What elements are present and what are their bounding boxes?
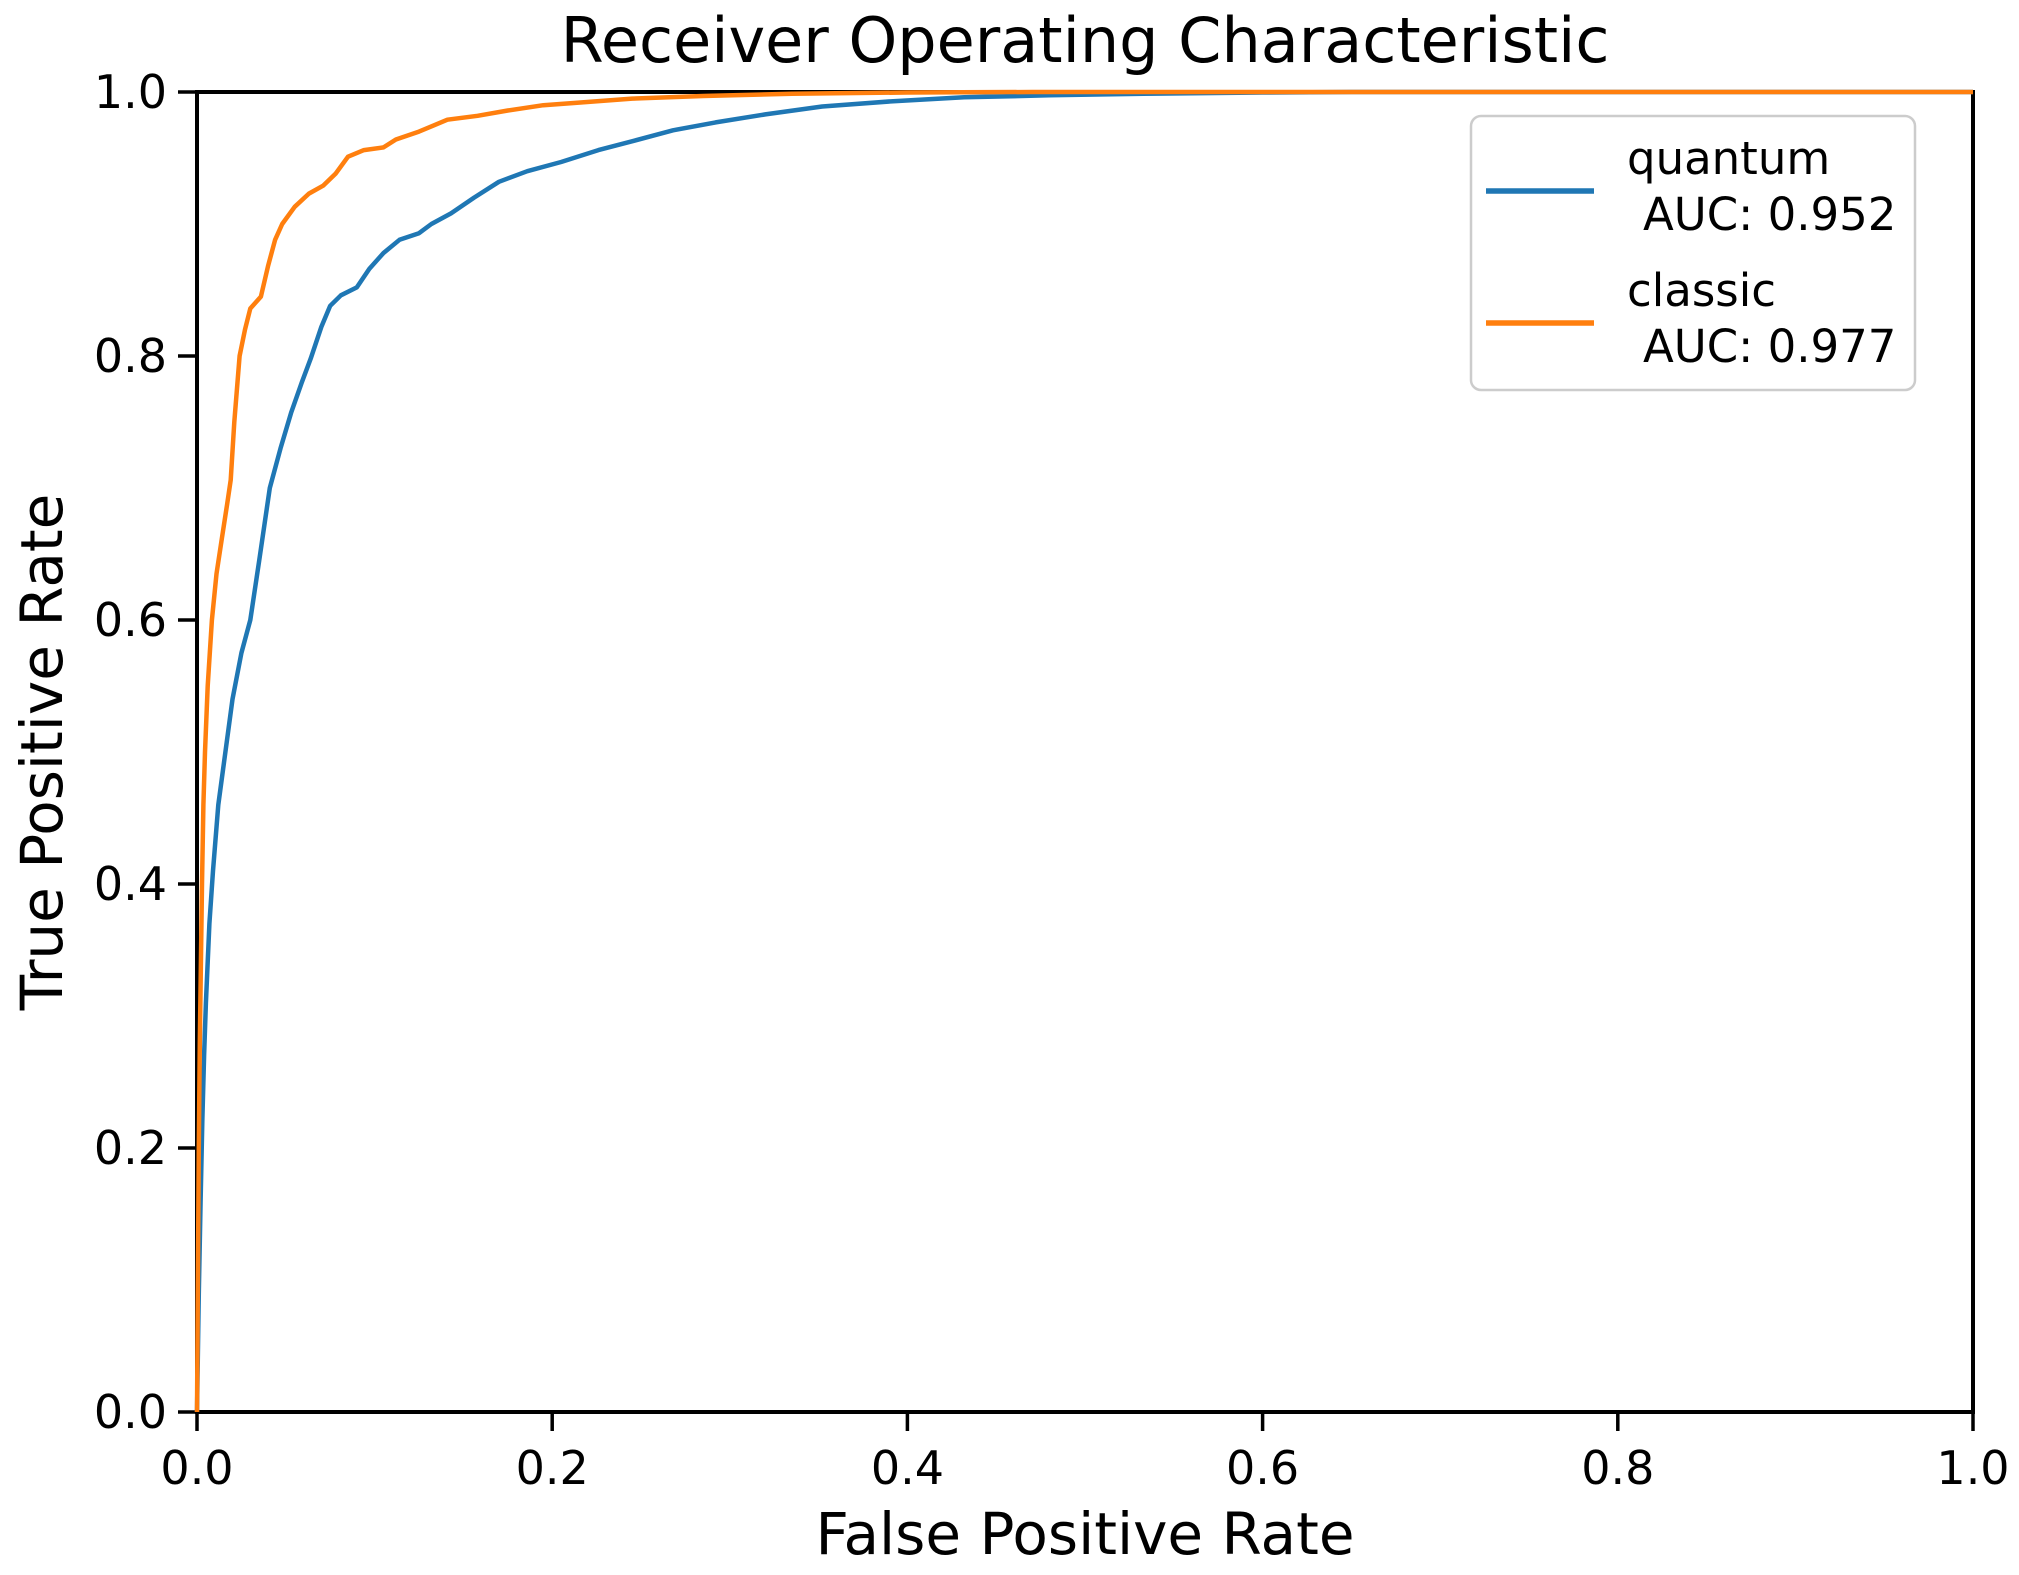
y-tick-label: 0.0	[94, 1385, 167, 1439]
y-tick-label: 0.4	[94, 857, 167, 911]
legend-classic-label: classic	[1627, 264, 1776, 317]
x-tick-label: 0.2	[516, 1441, 589, 1495]
y-axis-ticks: 0.0 0.2 0.4 0.6 0.8 1.0	[94, 65, 197, 1439]
legend-classic-auc: AUC: 0.977	[1643, 320, 1896, 373]
y-tick-label: 0.6	[94, 593, 167, 647]
curve-classic	[194, 89, 1973, 1413]
x-axis-label: False Positive Rate	[815, 1500, 1354, 1568]
chart-title: Receiver Operating Characteristic	[561, 4, 1610, 77]
x-tick-label: 0.6	[1226, 1441, 1299, 1495]
curve-quantum	[194, 89, 1973, 1413]
legend-quantum-auc: AUC: 0.952	[1643, 188, 1896, 241]
x-tick-label: 1.0	[1936, 1441, 2009, 1495]
y-tick-label: 1.0	[94, 65, 167, 119]
y-tick-label: 0.2	[94, 1121, 167, 1175]
legend-quantum-label: quantum	[1627, 132, 1830, 185]
x-tick-label: 0.8	[1581, 1441, 1654, 1495]
x-tick-label: 0.4	[871, 1441, 944, 1495]
x-tick-label: 0.0	[160, 1441, 233, 1495]
y-axis-label: True Positive Rate	[8, 494, 76, 1012]
roc-curves	[194, 89, 1973, 1413]
legend: quantum AUC: 0.952 classic AUC: 0.977	[1469, 114, 1917, 392]
y-tick-label: 0.8	[94, 329, 167, 383]
x-axis-ticks: 0.0 0.2 0.4 0.6 0.8 1.0	[160, 1412, 2010, 1495]
